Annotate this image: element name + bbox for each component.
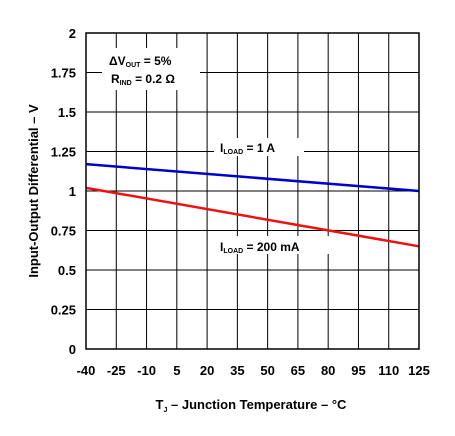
x-tick-label: 20 bbox=[200, 363, 214, 378]
x-tick-labels: -40 -25 -10 5 20 35 50 65 80 95 110 125 bbox=[77, 363, 430, 378]
x-tick-label: -25 bbox=[107, 363, 126, 378]
x-tick-label: 5 bbox=[173, 363, 180, 378]
condition-dvout: ΔVOUT = 5% bbox=[109, 54, 172, 69]
y-tick-label: 1 bbox=[69, 184, 76, 199]
plot-frame bbox=[85, 32, 420, 350]
x-tick-label: 95 bbox=[351, 363, 365, 378]
y-tick-label: 0.75 bbox=[51, 224, 76, 239]
y-tick-label: 1.5 bbox=[58, 105, 76, 120]
x-axis-label: TJ – Junction Temperature – °C bbox=[156, 397, 348, 414]
series-label-200ma: ILOAD = 200 mA bbox=[220, 240, 300, 255]
conditions-box-bg bbox=[102, 48, 200, 90]
x-tick-label: -10 bbox=[137, 363, 156, 378]
x-tick-label: 80 bbox=[321, 363, 335, 378]
y-tick-labels: 0 0.25 0.5 0.75 1 1.25 1.5 1.75 2 bbox=[51, 26, 76, 357]
y-tick-label: 2 bbox=[69, 26, 76, 41]
series-label-1a: ILOAD = 1 A bbox=[220, 141, 275, 156]
y-tick-label: 1.25 bbox=[51, 145, 76, 160]
y-tick-label: 0.5 bbox=[58, 263, 76, 278]
y-tick-label: 0 bbox=[69, 342, 76, 357]
label-1a-bg bbox=[214, 138, 304, 156]
series-layer bbox=[85, 162, 420, 248]
y-axis-label: Input-Output Differential – V bbox=[26, 104, 41, 278]
series-line-0 bbox=[85, 162, 420, 193]
x-tick-label: 125 bbox=[408, 363, 430, 378]
x-tick-label: 35 bbox=[230, 363, 244, 378]
x-tick-label: 50 bbox=[260, 363, 274, 378]
x-tick-label: -40 bbox=[77, 363, 96, 378]
x-tick-label: 65 bbox=[291, 363, 305, 378]
condition-rind: RIND = 0.2 Ω bbox=[111, 72, 175, 87]
series-line-1 bbox=[85, 186, 420, 248]
y-tick-label: 1.75 bbox=[51, 66, 76, 81]
label-200ma-bg bbox=[214, 236, 332, 254]
y-tick-label: 0.25 bbox=[51, 303, 76, 318]
x-tick-label: 110 bbox=[378, 363, 399, 378]
